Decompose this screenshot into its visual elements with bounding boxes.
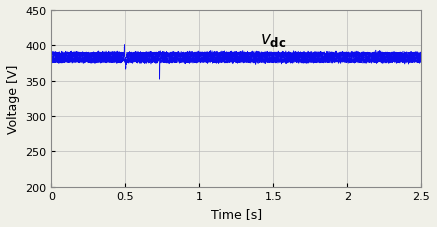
X-axis label: Time [s]: Time [s] xyxy=(211,207,262,220)
Text: $\mathbf{\mathit{v}_{dc}}$: $\mathbf{\mathit{v}_{dc}}$ xyxy=(260,32,286,49)
Y-axis label: Voltage [V]: Voltage [V] xyxy=(7,64,20,133)
